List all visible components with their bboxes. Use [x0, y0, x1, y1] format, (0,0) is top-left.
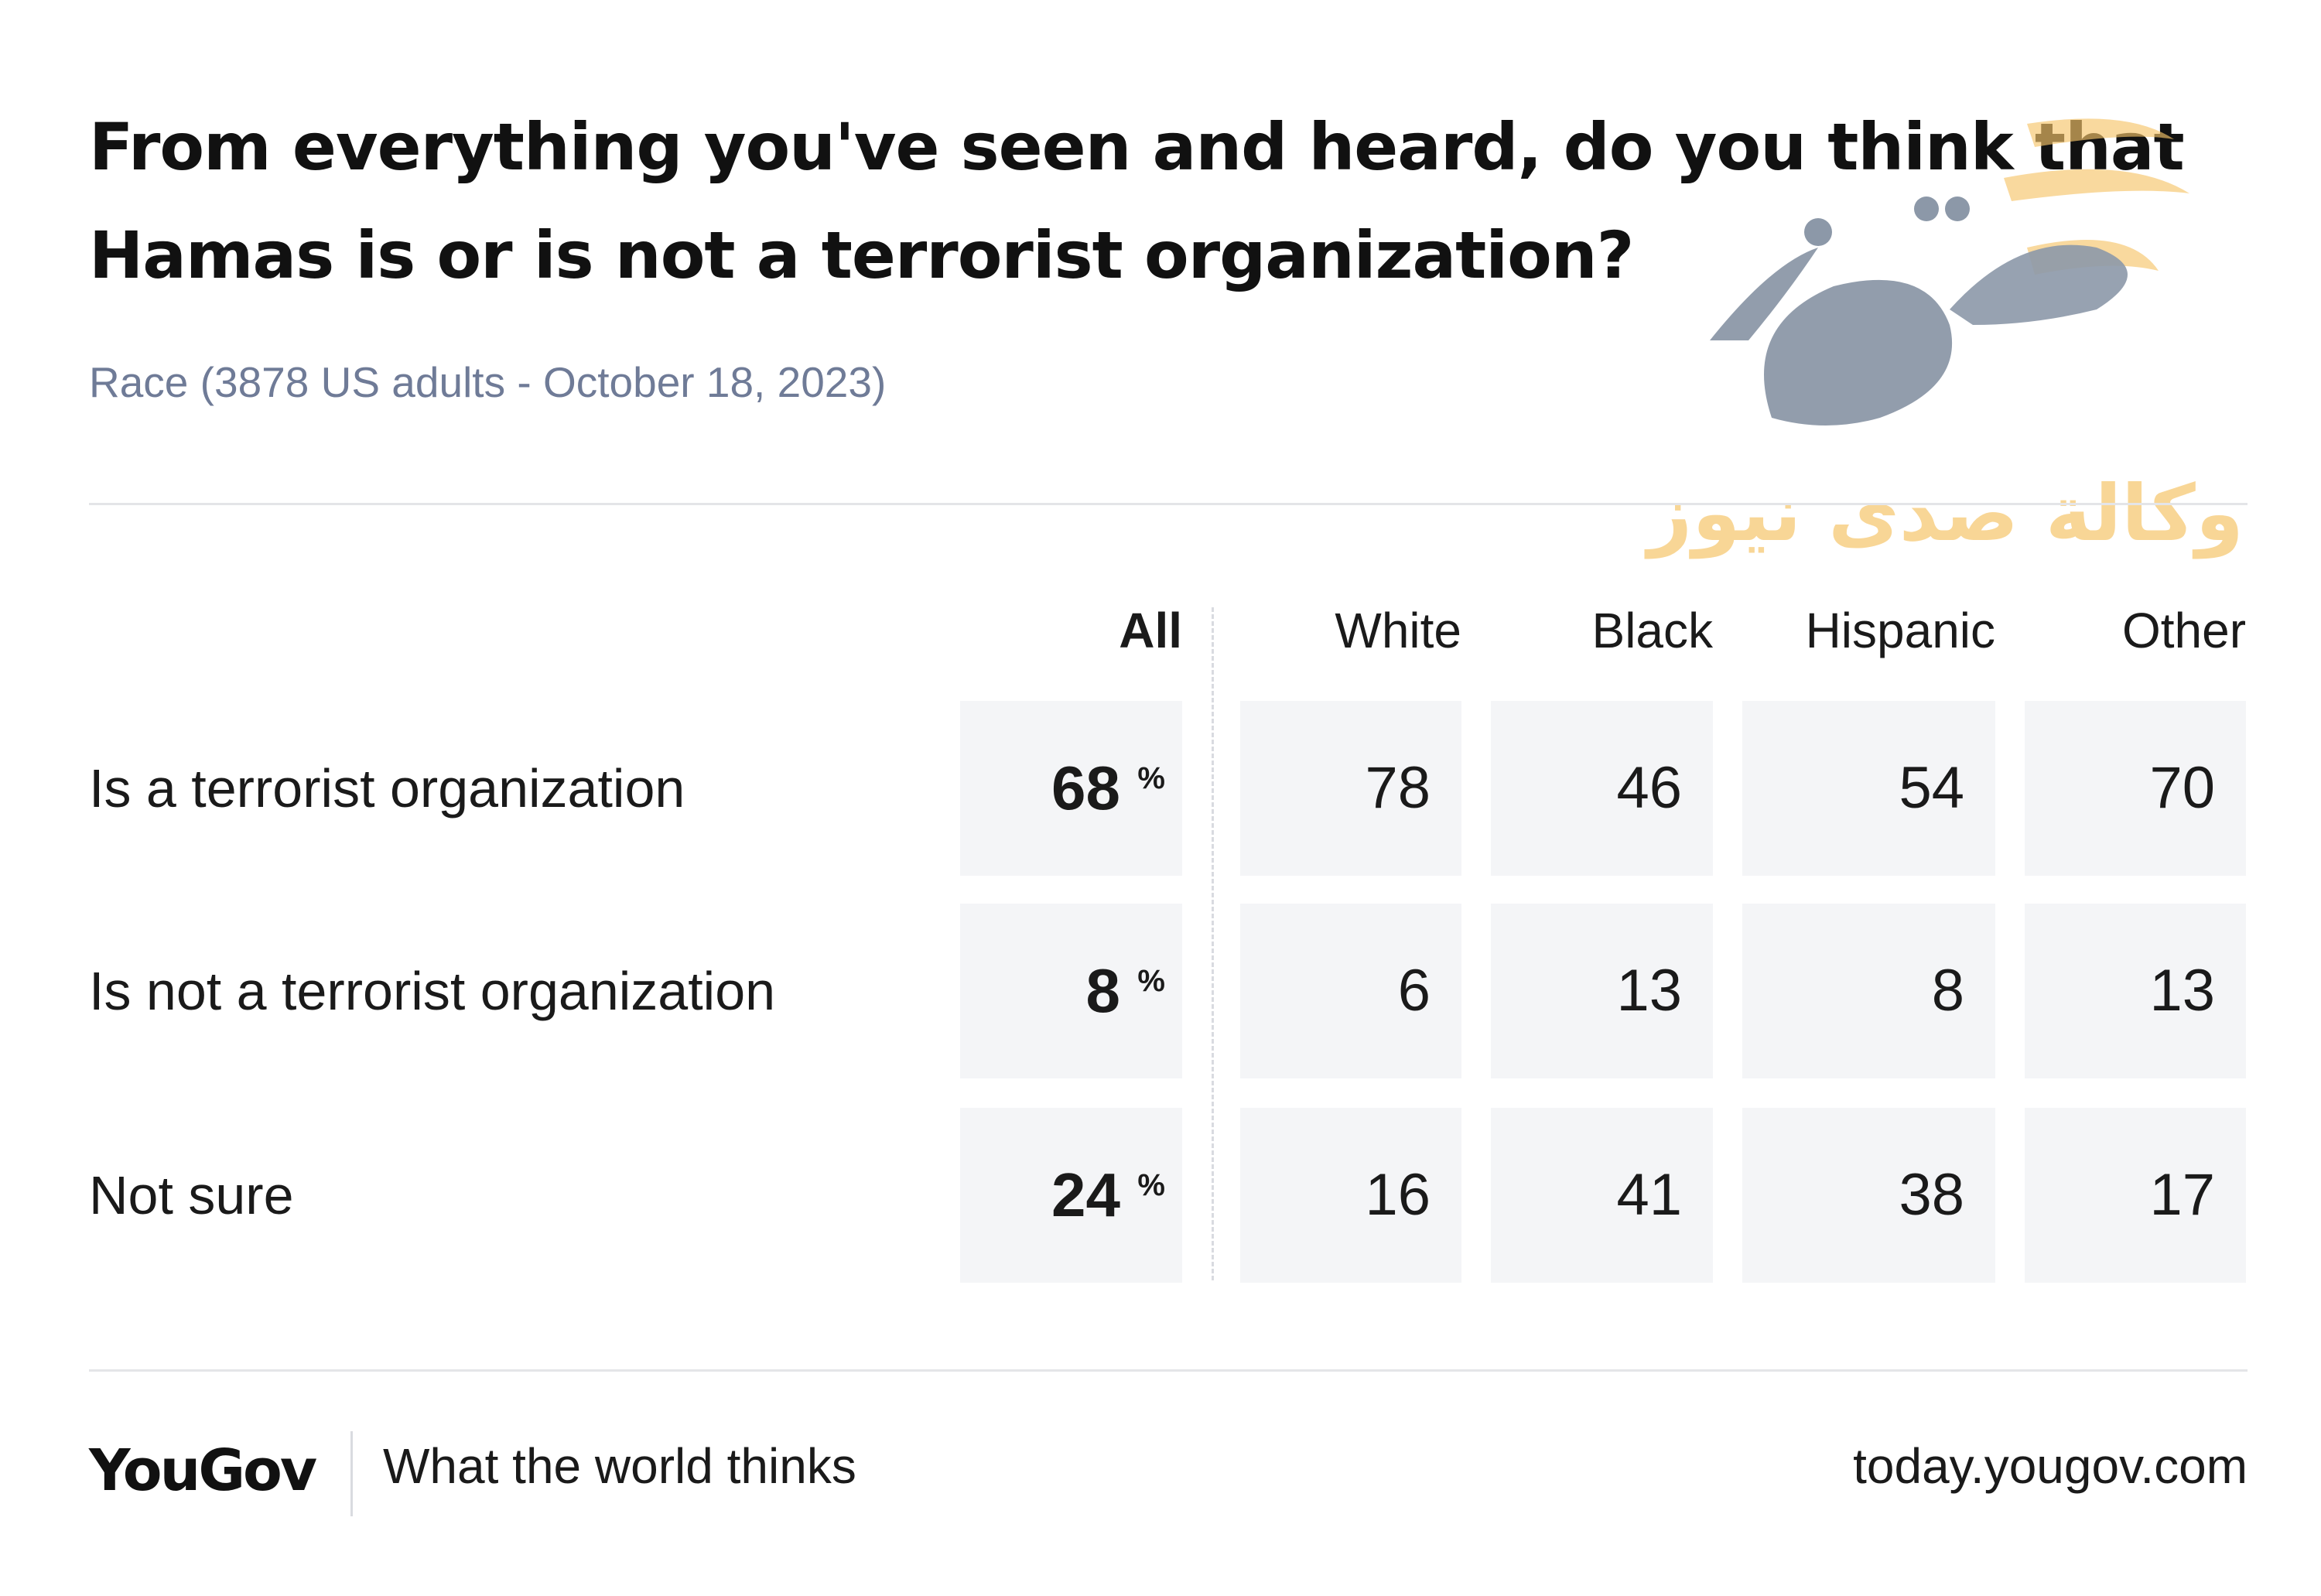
column-separator	[1212, 607, 1214, 1280]
row-label-not-sure: Not sure	[89, 1165, 294, 1225]
cell-black-terrorist: 46	[1491, 701, 1713, 876]
chart-subtitle: Race (3878 US adults - October 18, 2023)	[89, 358, 887, 406]
column-header-other: Other	[2121, 603, 2246, 658]
percent-sign: %	[1137, 964, 1165, 998]
cell-black-not-sure: 41	[1491, 1108, 1713, 1283]
cell-white-not-sure: 16	[1240, 1108, 1461, 1283]
row-label-terrorist: Is a terrorist organization	[89, 758, 685, 819]
title-line-1: From everything you've seen and heard, d…	[89, 109, 2185, 185]
column-header-white: White	[1335, 603, 1461, 658]
value-hispanic-terrorist: 54	[1899, 755, 1964, 821]
cell-other-not-sure: 17	[2025, 1108, 2246, 1283]
cell-hispanic-not-terrorist: 8	[1742, 904, 1995, 1078]
cell-hispanic-terrorist: 54	[1742, 701, 1995, 876]
cell-white-not-terrorist: 6	[1240, 904, 1461, 1078]
cell-all-terrorist: 68 %	[960, 701, 1182, 876]
cell-all-not-sure: 24 %	[960, 1108, 1182, 1283]
column-header-hispanic: Hispanic	[1805, 603, 1995, 658]
watermark-text: وكالة صدى نيوز	[1647, 468, 2244, 559]
cell-black-not-terrorist: 13	[1491, 904, 1713, 1078]
value-black-terrorist: 46	[1616, 755, 1682, 821]
value-hispanic-not-sure: 38	[1899, 1162, 1964, 1228]
yougov-logo: YouGov	[89, 1437, 317, 1504]
value-black-not-sure: 41	[1616, 1162, 1682, 1228]
percent-sign: %	[1137, 761, 1165, 795]
value-white-not-terrorist: 6	[1397, 958, 1431, 1024]
value-all-not-terrorist: 8	[1085, 956, 1121, 1025]
value-hispanic-not-terrorist: 8	[1931, 958, 1964, 1024]
footer-separator	[350, 1431, 353, 1516]
cell-white-terrorist: 78	[1240, 701, 1461, 876]
cell-all-not-terrorist: 8 %	[960, 904, 1182, 1078]
value-other-terrorist: 70	[2149, 755, 2215, 821]
value-other-not-terrorist: 13	[2149, 958, 2215, 1024]
bottom-divider	[89, 1369, 2248, 1372]
footer-site-link[interactable]: today.yougov.com	[1853, 1438, 2248, 1494]
row-label-not-terrorist: Is not a terrorist organization	[89, 961, 776, 1021]
title-line-2: Hamas is or is not a terrorist organizat…	[89, 217, 1634, 293]
cell-other-terrorist: 70	[2025, 701, 2246, 876]
cell-other-not-terrorist: 13	[2025, 904, 2246, 1078]
cell-hispanic-not-sure: 38	[1742, 1108, 1995, 1283]
chart-title: From everything you've seen and heard, d…	[89, 93, 2185, 309]
top-divider	[89, 503, 2248, 505]
watermark-logo	[1710, 118, 2189, 425]
percent-sign: %	[1137, 1168, 1165, 1202]
column-header-all: All	[1119, 603, 1182, 658]
column-header-black: Black	[1591, 603, 1714, 658]
value-white-not-sure: 16	[1365, 1162, 1431, 1228]
value-white-terrorist: 78	[1365, 755, 1431, 821]
value-other-not-sure: 17	[2149, 1162, 2215, 1228]
value-black-not-terrorist: 13	[1616, 958, 1682, 1024]
footer-tagline: What the world thinks	[383, 1438, 856, 1494]
value-all-terrorist: 68	[1051, 754, 1120, 822]
value-all-not-sure: 24	[1051, 1160, 1120, 1229]
